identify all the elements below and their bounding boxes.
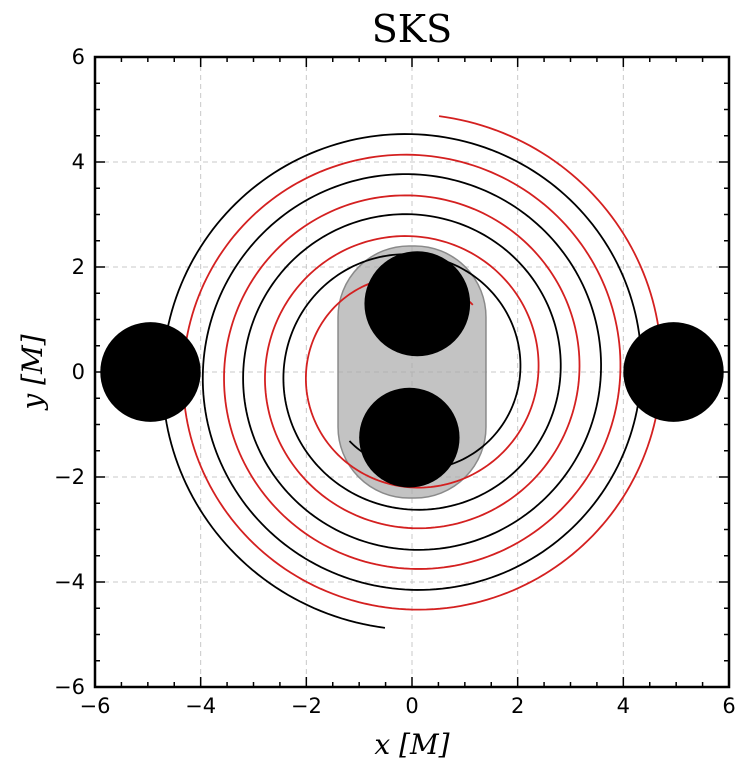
- y-tick-label: −4: [54, 570, 85, 594]
- y-tick-label: −6: [54, 675, 85, 699]
- axis-ticks: −6 −4 −2 0 2 4 6 −6 −4 −2 0 2 4 6: [54, 45, 736, 718]
- plot-frame: [93, 55, 731, 689]
- y-tick-label: 4: [72, 150, 85, 174]
- x-axis-label: x [M]: [374, 728, 449, 761]
- y-axis-label: y [M]: [16, 334, 49, 411]
- x-tick-label: 0: [405, 694, 418, 718]
- plot-area: [100, 115, 724, 629]
- y-tick-label: 6: [72, 45, 85, 69]
- x-tick-label: 2: [511, 694, 524, 718]
- x-tick-label: 4: [617, 694, 630, 718]
- black-hole-1: [359, 387, 460, 488]
- trajectory-line-0: [161, 133, 643, 629]
- y-tick-label: −2: [54, 465, 85, 489]
- x-tick-label: −2: [291, 694, 322, 718]
- black-hole-2: [100, 322, 201, 422]
- black-hole-0: [364, 251, 471, 357]
- chart-title: SKS: [372, 7, 452, 51]
- x-tick-label: 6: [722, 694, 735, 718]
- trajectory-line-1: [182, 115, 663, 611]
- y-tick-label: 0: [72, 360, 85, 384]
- x-tick-label: −4: [185, 694, 216, 718]
- black-hole-3: [623, 322, 724, 422]
- x-tick-label: −6: [80, 694, 111, 718]
- y-tick-label: 2: [72, 255, 85, 279]
